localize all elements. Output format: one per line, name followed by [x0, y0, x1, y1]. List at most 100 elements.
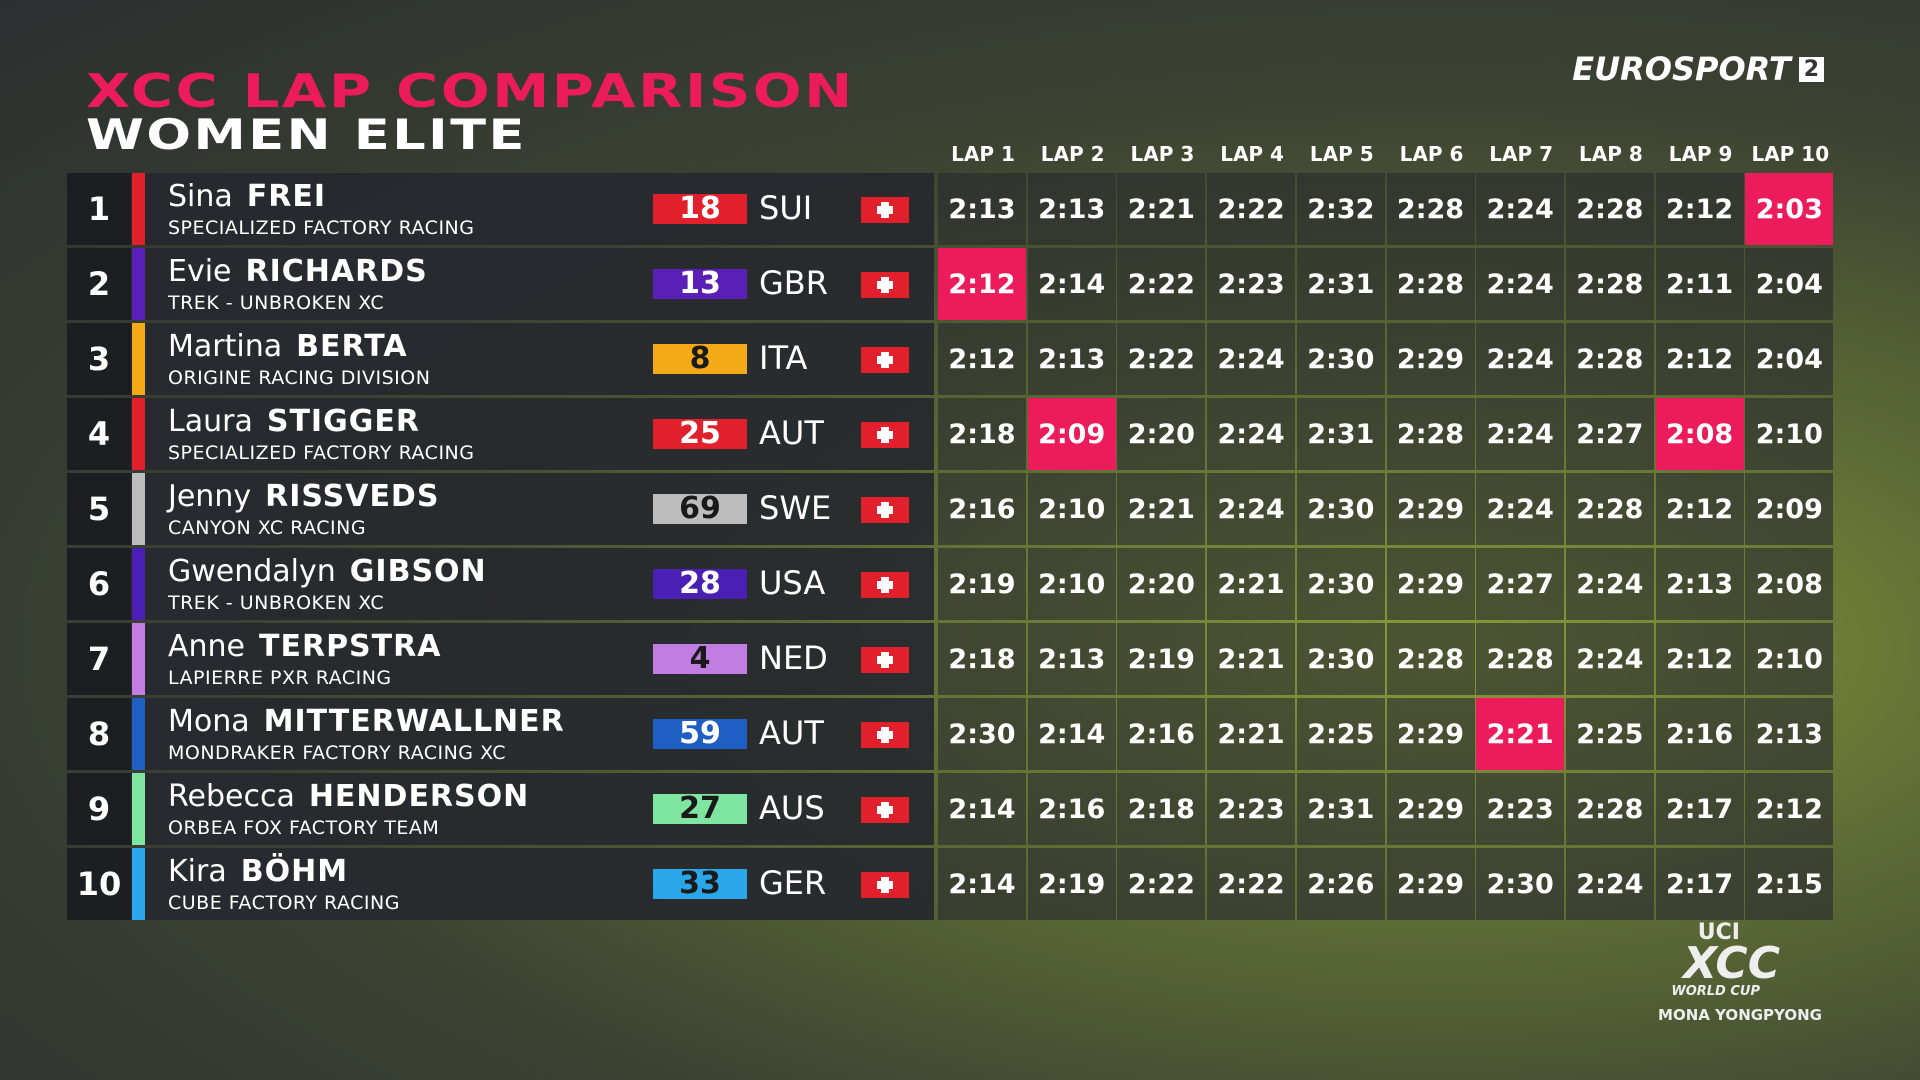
lap-time: 2:15	[1745, 848, 1834, 920]
flag	[861, 722, 909, 748]
lap-header: LAP 2	[1040, 142, 1105, 166]
rider-name: Kira BÖHM	[168, 854, 348, 889]
lap-time: 2:30	[938, 698, 1026, 770]
lap-time: 2:25	[1565, 698, 1654, 770]
rider-panel: 7 Anne TERPSTRA LAPIERRE PXR RACING 4 NED	[67, 623, 934, 695]
country-code: AUT	[759, 414, 824, 452]
lap-time: 2:25	[1296, 698, 1385, 770]
table-row: 1 Sina FREI SPECIALIZED FACTORY RACING 18 SUI…	[67, 173, 1835, 245]
lap-time: 2:18	[938, 623, 1026, 695]
lap-time: 2:16	[1117, 698, 1206, 770]
lap-time: 2:16	[1027, 773, 1116, 845]
lap-time: 2:14	[938, 773, 1026, 845]
flag-wrap	[861, 572, 909, 602]
rider-panel: 2 Evie RICHARDS TREK - UNBROKEN XC 13 GBR	[67, 248, 934, 320]
lap-header: LAP 3	[1130, 142, 1195, 166]
team-name: TREK - UNBROKEN XC	[168, 292, 385, 314]
lap-time: 2:14	[1027, 248, 1116, 320]
lap-time: 2:29	[1386, 848, 1475, 920]
lap-time: 2:18	[938, 398, 1026, 470]
lap-time: 2:04	[1745, 323, 1834, 395]
lap-time: 2:09	[1745, 473, 1834, 545]
broadcaster-logo: EUROSPORT 2	[1572, 50, 1824, 88]
lap-time: 2:30	[1296, 548, 1385, 620]
lap-time: 2:29	[1386, 698, 1475, 770]
lap-header: LAP 9	[1668, 142, 1733, 166]
lap-time: 2:24	[1476, 248, 1565, 320]
lap-time: 2:30	[1476, 848, 1565, 920]
flag-wrap	[861, 497, 909, 527]
team-color-bar	[132, 173, 145, 245]
lap-time: 2:21	[1207, 623, 1296, 695]
lap-time: 2:04	[1745, 248, 1834, 320]
lap-time: 2:24	[1207, 473, 1296, 545]
lap-time: 2:21	[1117, 473, 1206, 545]
last-name: GIBSON	[349, 554, 487, 589]
first-name: Martina	[168, 329, 283, 364]
lap-time: 2:29	[1386, 773, 1475, 845]
flag	[861, 347, 909, 373]
lap-time: 2:29	[1386, 323, 1475, 395]
first-name: Kira	[168, 854, 227, 889]
lap-time: 2:24	[1565, 623, 1654, 695]
table-row: 3 Martina BERTA ORIGINE RACING DIVISION 8 ITA…	[67, 323, 1835, 395]
lap-header: LAP 1	[951, 142, 1015, 166]
team-color-bar	[132, 473, 145, 545]
country-code: NED	[759, 639, 828, 677]
lap-time: 2:16	[1655, 698, 1744, 770]
last-name: RICHARDS	[245, 254, 428, 289]
bib-number: 28	[653, 569, 747, 599]
position: 10	[67, 848, 131, 920]
table-row: 7 Anne TERPSTRA LAPIERRE PXR RACING 4 NED 2:18…	[67, 623, 1835, 695]
lap-time: 2:27	[1565, 398, 1654, 470]
table-row: 10 Kira BÖHM CUBE FACTORY RACING 33 GER 2:14 2:…	[67, 848, 1835, 920]
country-code: SUI	[759, 189, 813, 227]
country-code: AUT	[759, 714, 824, 752]
lap-time: 2:10	[1745, 398, 1834, 470]
flag	[861, 272, 909, 298]
lap-time: 2:13	[1655, 548, 1744, 620]
position: 6	[67, 548, 131, 620]
rider-panel: 1 Sina FREI SPECIALIZED FACTORY RACING 18 SUI	[67, 173, 934, 245]
lap-time: 2:31	[1296, 773, 1385, 845]
lap-time: 2:20	[1117, 548, 1206, 620]
lap-time: 2:28	[1386, 398, 1475, 470]
flag-wrap	[861, 647, 909, 677]
last-name: BERTA	[296, 329, 408, 364]
lap-time: 2:28	[1565, 473, 1654, 545]
first-name: Sina	[168, 179, 233, 214]
lap-time: 2:13	[1745, 698, 1834, 770]
rider-panel: 6 Gwendalyn GIBSON TREK - UNBROKEN XC 28 USA	[67, 548, 934, 620]
bib-number: 18	[653, 194, 747, 224]
last-name: RISSVEDS	[265, 479, 440, 514]
first-name: Rebecca	[168, 779, 295, 814]
rider-panel: 10 Kira BÖHM CUBE FACTORY RACING 33 GER	[67, 848, 934, 920]
lap-time: 2:29	[1386, 473, 1475, 545]
position: 3	[67, 323, 131, 395]
team-color-bar	[132, 623, 145, 695]
lap-time: 2:10	[1027, 473, 1116, 545]
flag	[861, 647, 909, 673]
lap-time: 2:10	[1745, 623, 1834, 695]
flag	[861, 422, 909, 448]
flag-wrap	[861, 797, 909, 827]
lap-time: 2:23	[1476, 773, 1565, 845]
last-name: BÖHM	[240, 854, 349, 889]
lap-time: 2:24	[1476, 473, 1565, 545]
position: 1	[67, 173, 131, 245]
lap-time: 2:28	[1386, 248, 1475, 320]
rider-name: Evie RICHARDS	[168, 254, 428, 289]
lap-time: 2:22	[1117, 248, 1206, 320]
flag	[861, 872, 909, 898]
country-code: USA	[759, 564, 826, 602]
lap-time: 2:31	[1296, 248, 1385, 320]
first-name: Laura	[168, 404, 253, 439]
rider-panel: 8 Mona MITTERWALLNER MONDRAKER FACTORY RACI…	[67, 698, 934, 770]
team-color-bar	[132, 548, 145, 620]
bib-number: 13	[653, 269, 747, 299]
team-name: LAPIERRE PXR RACING	[168, 667, 392, 689]
country-code: GER	[759, 864, 827, 902]
lap-time: 2:14	[1027, 698, 1116, 770]
lap-time: 2:32	[1296, 173, 1385, 245]
